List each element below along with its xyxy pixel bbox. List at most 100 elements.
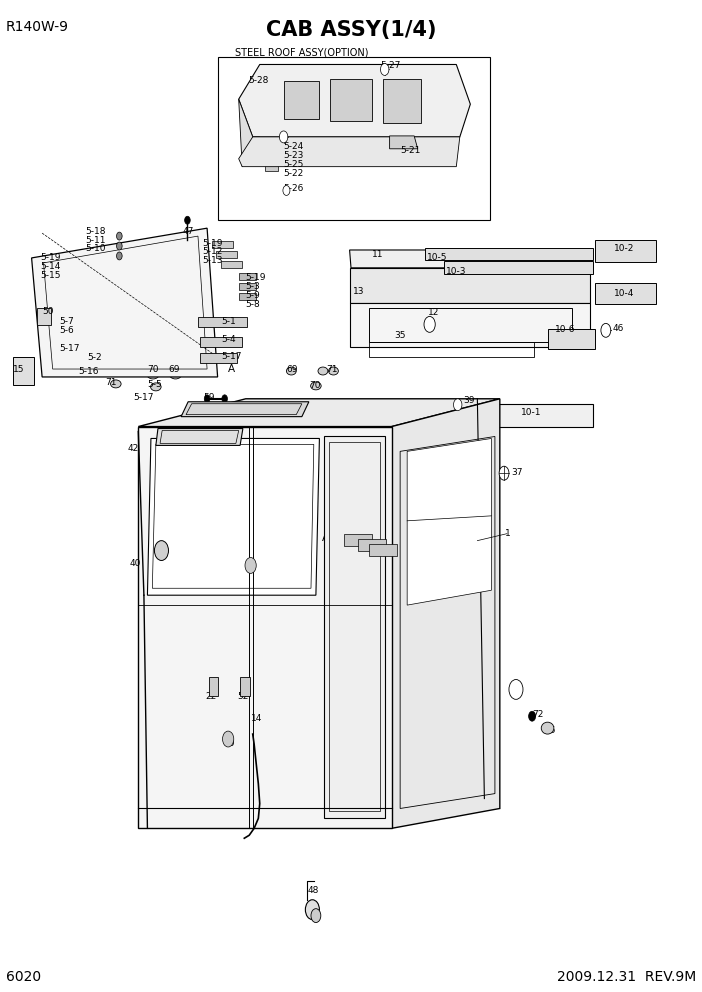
Text: 52: 52 bbox=[237, 691, 249, 701]
Text: 5-21: 5-21 bbox=[400, 146, 420, 156]
Text: 5-25: 5-25 bbox=[284, 160, 304, 170]
Text: 5-12: 5-12 bbox=[202, 247, 223, 257]
Text: 46: 46 bbox=[613, 323, 624, 333]
Bar bbox=[358, 539, 386, 551]
Ellipse shape bbox=[111, 380, 121, 388]
Text: 10-4: 10-4 bbox=[614, 289, 634, 299]
Bar bbox=[221, 261, 242, 268]
Text: 5-23: 5-23 bbox=[284, 151, 304, 161]
Bar bbox=[239, 293, 256, 300]
Polygon shape bbox=[200, 353, 237, 363]
Text: A: A bbox=[228, 364, 235, 374]
Text: 47: 47 bbox=[183, 226, 194, 236]
Circle shape bbox=[223, 731, 234, 747]
Circle shape bbox=[117, 232, 122, 240]
Text: 5-17: 5-17 bbox=[133, 393, 154, 403]
Text: 6020: 6020 bbox=[6, 970, 41, 984]
Ellipse shape bbox=[147, 369, 159, 379]
Ellipse shape bbox=[169, 369, 182, 379]
Text: 5-14: 5-14 bbox=[41, 262, 61, 272]
Text: 70: 70 bbox=[147, 364, 159, 374]
Text: 5-9: 5-9 bbox=[246, 291, 260, 301]
Circle shape bbox=[305, 900, 319, 920]
Text: 35: 35 bbox=[395, 330, 406, 340]
Text: STEEL ROOF ASSY(OPTION): STEEL ROOF ASSY(OPTION) bbox=[235, 48, 369, 58]
Text: 50: 50 bbox=[42, 307, 53, 316]
Ellipse shape bbox=[318, 367, 328, 375]
Circle shape bbox=[204, 395, 210, 403]
Text: 5-11: 5-11 bbox=[86, 235, 106, 245]
Circle shape bbox=[185, 216, 190, 224]
Text: 5-4: 5-4 bbox=[221, 334, 236, 344]
Text: 37: 37 bbox=[511, 467, 522, 477]
Text: 39: 39 bbox=[463, 396, 475, 406]
Ellipse shape bbox=[541, 722, 554, 734]
Circle shape bbox=[245, 558, 256, 573]
Circle shape bbox=[311, 909, 321, 923]
Text: 5-3: 5-3 bbox=[246, 282, 260, 292]
Bar bbox=[265, 164, 278, 171]
Polygon shape bbox=[37, 308, 51, 325]
Ellipse shape bbox=[311, 382, 322, 390]
Polygon shape bbox=[239, 99, 260, 167]
Bar bbox=[239, 283, 256, 290]
Polygon shape bbox=[383, 79, 421, 123]
Polygon shape bbox=[147, 438, 319, 595]
Circle shape bbox=[279, 131, 288, 143]
Polygon shape bbox=[138, 399, 500, 427]
Text: 5-6: 5-6 bbox=[60, 325, 74, 335]
Text: 5-16: 5-16 bbox=[79, 366, 99, 376]
Polygon shape bbox=[595, 240, 656, 262]
Polygon shape bbox=[444, 261, 593, 274]
Text: 40: 40 bbox=[130, 558, 141, 568]
Circle shape bbox=[529, 711, 536, 721]
Text: 5-18: 5-18 bbox=[86, 226, 106, 236]
Circle shape bbox=[453, 399, 462, 411]
Text: 5-19: 5-19 bbox=[41, 253, 61, 263]
Circle shape bbox=[380, 63, 389, 75]
Polygon shape bbox=[198, 317, 247, 327]
Text: 5-24: 5-24 bbox=[284, 142, 304, 152]
Text: 1: 1 bbox=[505, 529, 511, 539]
Text: 5-26: 5-26 bbox=[284, 184, 304, 193]
Text: 5-27: 5-27 bbox=[380, 61, 401, 70]
Text: 37: 37 bbox=[511, 687, 522, 697]
Bar bbox=[218, 57, 490, 220]
Ellipse shape bbox=[286, 367, 296, 375]
Text: 5-7: 5-7 bbox=[60, 316, 74, 326]
Bar bbox=[344, 534, 372, 546]
Circle shape bbox=[509, 680, 523, 699]
Ellipse shape bbox=[329, 367, 338, 375]
Text: R140W-9: R140W-9 bbox=[6, 20, 69, 34]
Polygon shape bbox=[595, 283, 656, 304]
Text: 59: 59 bbox=[204, 393, 215, 403]
Bar bbox=[369, 544, 397, 556]
Ellipse shape bbox=[151, 383, 161, 391]
Text: 13: 13 bbox=[353, 287, 364, 297]
Bar bbox=[209, 677, 218, 696]
Text: CAB ASSY(1/4): CAB ASSY(1/4) bbox=[266, 20, 436, 40]
Bar bbox=[240, 677, 250, 696]
Polygon shape bbox=[239, 64, 470, 137]
Text: 10-6: 10-6 bbox=[555, 324, 575, 334]
Text: 5-8: 5-8 bbox=[246, 300, 260, 310]
Polygon shape bbox=[350, 303, 590, 347]
Text: 60: 60 bbox=[223, 739, 234, 749]
Circle shape bbox=[499, 466, 509, 480]
Text: 22: 22 bbox=[205, 691, 216, 701]
Text: 72: 72 bbox=[532, 709, 543, 719]
Polygon shape bbox=[138, 427, 392, 828]
Text: 10-3: 10-3 bbox=[446, 267, 466, 277]
Text: 10-2: 10-2 bbox=[614, 244, 634, 254]
Polygon shape bbox=[13, 357, 34, 385]
Text: 5-28: 5-28 bbox=[248, 75, 268, 85]
Polygon shape bbox=[425, 248, 593, 260]
Text: 48: 48 bbox=[307, 886, 319, 896]
Bar bbox=[265, 144, 278, 151]
Polygon shape bbox=[548, 329, 595, 349]
Text: 5-1: 5-1 bbox=[221, 316, 236, 326]
Polygon shape bbox=[324, 436, 385, 818]
Circle shape bbox=[154, 541, 168, 560]
Polygon shape bbox=[156, 429, 243, 445]
Text: 5-5: 5-5 bbox=[147, 380, 162, 390]
